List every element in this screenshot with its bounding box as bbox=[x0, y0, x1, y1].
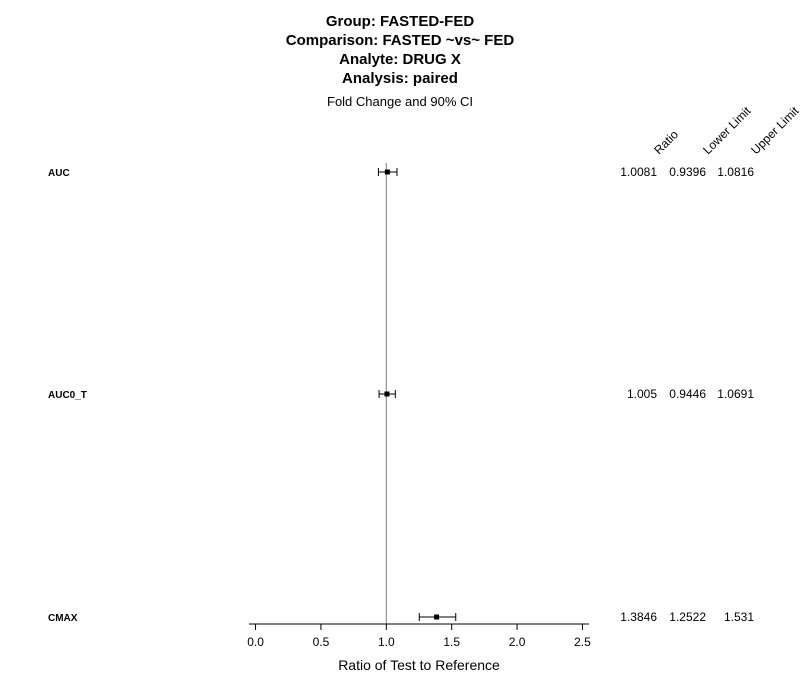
ratio-point bbox=[384, 169, 390, 175]
x-axis-label: Ratio of Test to Reference bbox=[338, 657, 500, 673]
row-label: CMAX bbox=[48, 613, 78, 624]
chart-subtitle: Fold Change and 90% CI bbox=[327, 94, 473, 109]
row-value: 1.005 bbox=[627, 387, 657, 401]
ratio-point bbox=[384, 391, 390, 397]
x-tick-label: 1.5 bbox=[443, 635, 460, 649]
row-value: 1.531 bbox=[724, 610, 754, 624]
row-value: 1.0691 bbox=[717, 387, 754, 401]
ratio-point bbox=[434, 614, 440, 620]
title-group: Group: FASTED-FED bbox=[325, 13, 475, 30]
row-label: AUC0_T bbox=[48, 390, 87, 401]
column-header: Ratio bbox=[651, 127, 681, 157]
column-header: Lower Limit bbox=[700, 103, 754, 157]
row-value: 1.3846 bbox=[620, 610, 657, 624]
row-value: 0.9446 bbox=[669, 387, 706, 401]
x-tick-label: 2.5 bbox=[574, 635, 591, 649]
x-tick-label: 2.0 bbox=[509, 635, 526, 649]
column-header: Upper Limit bbox=[748, 103, 800, 157]
row-value: 0.9396 bbox=[669, 165, 706, 179]
title-comparison: Comparison: FASTED ~vs~ FED bbox=[285, 32, 515, 49]
row-value: 1.0816 bbox=[717, 165, 754, 179]
x-tick-label: 0.5 bbox=[313, 635, 330, 649]
title-analysis: Analysis: paired bbox=[342, 70, 458, 87]
row-value: 1.0081 bbox=[620, 165, 657, 179]
x-tick-label: 0.0 bbox=[247, 635, 264, 649]
x-tick-label: 1.0 bbox=[378, 635, 395, 649]
title-analyte: Analyte: DRUG X bbox=[339, 51, 461, 68]
row-value: 1.2522 bbox=[669, 610, 706, 624]
row-label: AUC bbox=[48, 168, 70, 179]
chart-titles: Group: FASTED-FED Comparison: FASTED ~vs… bbox=[0, 12, 800, 110]
